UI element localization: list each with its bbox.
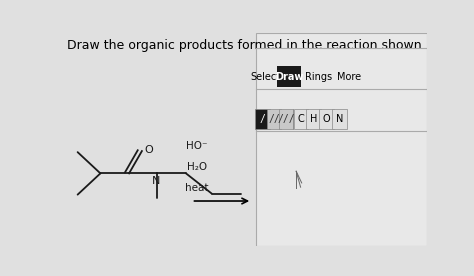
Text: Draw: Draw: [274, 72, 303, 82]
Text: O: O: [323, 114, 330, 124]
Text: Rings: Rings: [305, 72, 332, 82]
Text: H₂O: H₂O: [187, 162, 207, 172]
Text: O: O: [145, 145, 154, 155]
Bar: [319, 108, 334, 129]
Text: HO⁻: HO⁻: [186, 141, 208, 151]
Text: N: N: [336, 114, 343, 124]
Text: heat: heat: [185, 183, 209, 193]
Bar: [279, 108, 293, 129]
Bar: [293, 108, 308, 129]
Text: ///: ///: [277, 114, 295, 124]
Text: Draw the organic products formed in the reaction shown.: Draw the organic products formed in the …: [66, 39, 425, 52]
Text: C: C: [298, 114, 304, 124]
Text: H: H: [310, 114, 318, 124]
Bar: [332, 108, 347, 129]
Text: //: //: [268, 114, 280, 124]
Text: /: /: [259, 114, 265, 124]
Text: N: N: [152, 176, 160, 186]
Text: More: More: [337, 72, 362, 82]
Bar: [277, 66, 301, 87]
Text: Select: Select: [251, 72, 281, 82]
Bar: [307, 108, 321, 129]
Bar: [256, 33, 427, 246]
Bar: [267, 108, 282, 129]
Bar: [255, 108, 270, 129]
